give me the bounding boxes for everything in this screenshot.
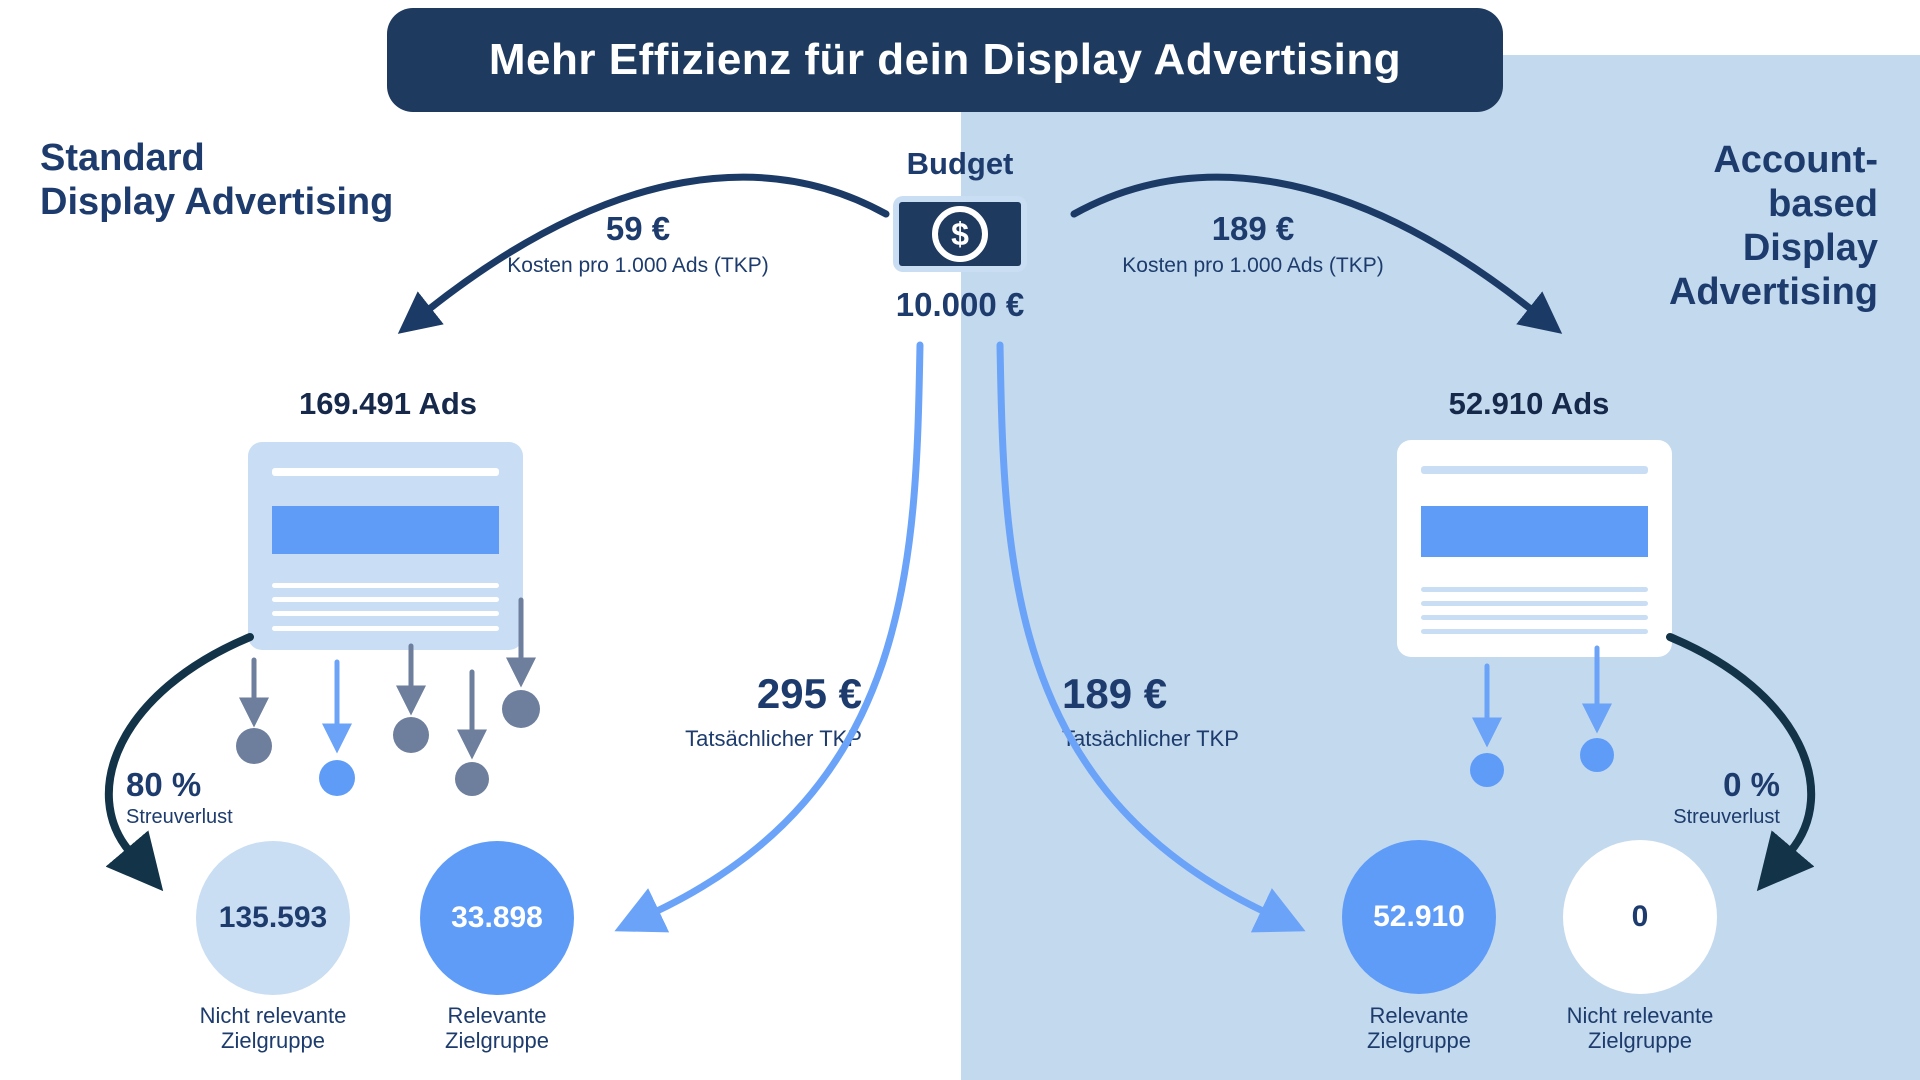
mockup-text-line [1421, 601, 1648, 606]
tkp-left-label: Kosten pro 1.000 Ads (TKP) [507, 254, 769, 277]
ad-mockup-right [1397, 440, 1672, 657]
circle-left-irrelevant-value: 135.593 [218, 901, 328, 934]
budget-amount: 10.000 € [895, 286, 1025, 323]
mockup-text-line [1421, 629, 1648, 634]
actual-tkp-left-value: 295 € [756, 670, 862, 717]
circle-right-relevant: 52.910 [1342, 840, 1496, 994]
circle-left-irrelevant: 135.593 [196, 841, 350, 995]
mockup-headline-bar [272, 468, 499, 476]
audience-dot-gray [502, 690, 540, 728]
circle-right-relevant-value: 52.910 [1373, 900, 1465, 933]
page-title: Mehr Effizienz für dein Display Advertis… [488, 35, 1402, 84]
dollar-bill-face: $ [899, 202, 1021, 266]
dollar-coin-icon: $ [932, 206, 988, 262]
tkp-left-value: 59 € [605, 210, 671, 247]
mockup-text-line [272, 611, 499, 616]
heading-standard-display: Standard Display Advertising [40, 137, 394, 224]
actual-tkp-right-block: 189 € Tatsächlicher TKP [1062, 670, 1239, 752]
streuverlust-right-value: 0 % [1723, 766, 1780, 803]
title-banner: Mehr Effizienz für dein Display Advertis… [387, 8, 1503, 112]
label-left-relevant: Relevante Zielgruppe [445, 1003, 549, 1053]
audience-dot-gray [236, 728, 272, 764]
mockup-text-line [1421, 615, 1648, 620]
label-right-relevant: Relevante Zielgruppe [1367, 1003, 1471, 1053]
mockup-text-line [272, 626, 499, 631]
circle-left-relevant-value: 33.898 [451, 901, 543, 934]
tkp-right-label: Kosten pro 1.000 Ads (TKP) [1122, 254, 1384, 277]
tkp-right-block: 189 € Kosten pro 1.000 Ads (TKP) [1122, 210, 1383, 278]
mockup-text-line [272, 583, 499, 588]
dollar-symbol: $ [951, 216, 969, 252]
ads-count-right: 52.910 Ads [1448, 386, 1610, 421]
budget-flow-left-icon [614, 341, 924, 933]
mockup-text-line [1421, 587, 1648, 592]
actual-tkp-right-label: Tatsächlicher TKP [1062, 726, 1239, 751]
ad-mockup-left [248, 442, 523, 650]
label-left-irrelevant: Nicht relevante Zielgruppe [199, 1003, 347, 1053]
streuverlust-right-label: Streuverlust [1673, 806, 1780, 828]
streuverlust-left-block: 80 % Streuverlust [126, 766, 233, 829]
mockup-headline-bar [1421, 466, 1648, 474]
label-right-irrelevant: Nicht relevante Zielgruppe [1566, 1003, 1714, 1053]
audience-dot-gray [393, 717, 429, 753]
tkp-left-block: 59 € Kosten pro 1.000 Ads (TKP) [507, 210, 768, 278]
circle-left-relevant: 33.898 [420, 841, 574, 995]
mockup-ad-banner [272, 506, 499, 554]
dollar-bill-icon: $ [893, 196, 1027, 272]
budget-label: Budget [906, 146, 1014, 181]
ads-count-left: 169.491 Ads [298, 386, 478, 421]
circle-right-irrelevant-value: 0 [1631, 900, 1649, 933]
streuverlust-left-label: Streuverlust [126, 806, 233, 828]
audience-dot-gray [455, 762, 489, 796]
streuverlust-right-block: 0 % Streuverlust [1673, 766, 1780, 829]
audience-dot-blue [319, 760, 355, 796]
actual-tkp-left-block: 295 € Tatsächlicher TKP [685, 670, 862, 752]
mockup-ad-banner [1421, 506, 1648, 557]
actual-tkp-left-label: Tatsächlicher TKP [685, 726, 862, 751]
streuverlust-left-value: 80 % [126, 766, 202, 803]
heading-account-based-display: Account-based Display Advertising [1668, 139, 1879, 314]
tkp-right-value: 189 € [1211, 210, 1295, 247]
mockup-text-line [272, 597, 499, 602]
actual-tkp-right-value: 189 € [1062, 670, 1168, 717]
circle-right-irrelevant: 0 [1563, 840, 1717, 994]
